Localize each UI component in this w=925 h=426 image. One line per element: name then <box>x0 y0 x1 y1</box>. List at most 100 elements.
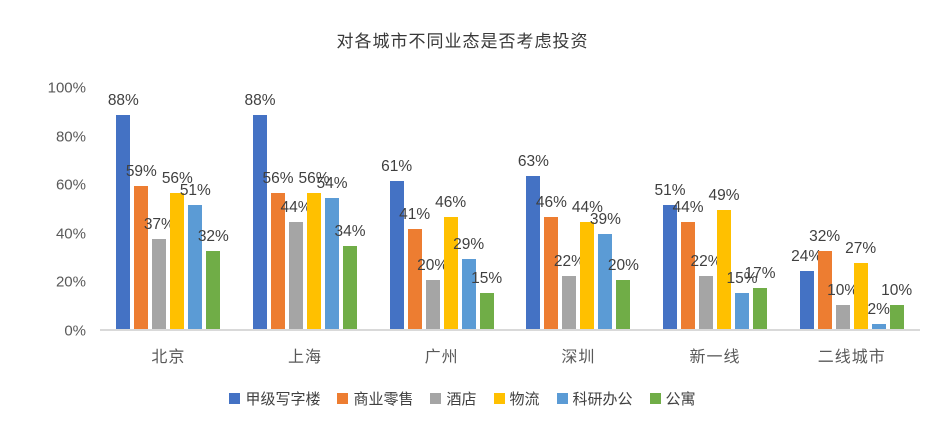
bar: 54% <box>316 175 348 329</box>
bar-group: 63% 46% 22% 44% 39% 20% <box>510 88 647 329</box>
bar: 20% <box>608 257 639 329</box>
bar-value-label: 46% <box>435 194 467 212</box>
bar: 56% <box>162 170 193 329</box>
bar: 37% <box>144 216 175 329</box>
bar-value-label: 17% <box>744 264 776 282</box>
bar: 2% <box>867 301 890 329</box>
legend-label: 物流 <box>509 391 540 408</box>
bar-value-label: 37% <box>143 216 175 234</box>
bar: 61% <box>381 158 412 329</box>
y-tick-label: 40% <box>55 225 86 243</box>
x-axis-label: 深圳 <box>561 349 596 366</box>
y-tick-label: 0% <box>64 322 86 340</box>
legend-label: 科研办公 <box>572 391 633 408</box>
bar-value-label: 24% <box>791 247 823 265</box>
bar-value-label: 88% <box>244 92 276 110</box>
bar: 32% <box>198 228 229 329</box>
bar: 51% <box>180 182 211 329</box>
bar: 10% <box>827 282 858 329</box>
bar: 32% <box>809 228 840 329</box>
bar-value-label: 34% <box>334 223 366 241</box>
bar-value-label: 2% <box>867 301 890 319</box>
legend-item: 公寓 <box>649 388 696 409</box>
bar: 41% <box>399 206 430 329</box>
bar: 27% <box>845 240 876 329</box>
bar: 20% <box>417 257 448 329</box>
legend-item: 商业零售 <box>337 388 413 409</box>
bar: 29% <box>453 236 484 329</box>
x-axis-label: 上海 <box>288 349 323 366</box>
legend-item: 物流 <box>493 388 540 409</box>
bar: 15% <box>471 270 502 329</box>
bar-value-label: 32% <box>809 228 841 246</box>
chart-title: 对各城市不同业态是否考虑投资 <box>336 32 589 51</box>
bar-value-label: 39% <box>589 211 621 229</box>
bar-value-label: 44% <box>280 199 312 217</box>
legend-item: 酒店 <box>430 388 477 409</box>
legend-swatch <box>337 393 349 404</box>
legend-item: 科研办公 <box>556 388 633 409</box>
bar-value-label: 27% <box>845 240 877 258</box>
bar-value-label: 22% <box>690 252 722 270</box>
bar: 15% <box>727 270 758 329</box>
bar-value-label: 44% <box>672 199 704 217</box>
plot-area: 88% 59% 37% 56% 51% 32% 88% 56% 44% 56% 54% 34% 61% 4… <box>100 88 920 331</box>
bar-value-label: 15% <box>471 269 503 287</box>
legend-label: 商业零售 <box>353 391 414 408</box>
bar: 10% <box>881 282 912 329</box>
bar-value-label: 10% <box>827 281 859 299</box>
bar: 49% <box>709 187 740 329</box>
bar-value-label: 88% <box>107 92 139 110</box>
bar: 51% <box>655 182 686 329</box>
legend-label: 甲级写字楼 <box>245 391 321 408</box>
bar-group: 51% 44% 22% 49% 15% 17% <box>647 88 784 329</box>
y-axis: 100% 80% 60% 40% 20% 0% <box>0 80 86 340</box>
bar: 22% <box>691 253 722 329</box>
legend-label: 酒店 <box>446 391 477 408</box>
x-axis-label: 广州 <box>424 349 459 366</box>
bar-group: 61% 41% 20% 46% 29% 15% <box>373 88 510 329</box>
bar: 44% <box>280 199 312 329</box>
bar-value-label: 15% <box>726 269 758 287</box>
bar-value-label: 63% <box>517 152 549 170</box>
y-tick-label: 60% <box>55 176 86 194</box>
bar: 24% <box>791 248 822 329</box>
bar-value-label: 44% <box>571 199 603 217</box>
bar-value-label: 10% <box>881 281 913 299</box>
bar-value-label: 32% <box>197 228 229 246</box>
bar: 88% <box>244 92 276 329</box>
legend-item: 甲级写字楼 <box>229 388 320 409</box>
legend-swatch <box>430 393 442 404</box>
bar-value-label: 41% <box>399 206 431 224</box>
legend-swatch <box>493 393 505 404</box>
x-axis-label: 二线城市 <box>817 349 886 366</box>
legend-label: 公寓 <box>665 391 696 408</box>
y-tick-label: 20% <box>55 273 86 291</box>
bar-group: 24% 32% 10% 27% 2% 10% <box>783 88 920 329</box>
bar-value-label: 56% <box>262 169 294 187</box>
bar: 39% <box>590 211 621 329</box>
bar: 56% <box>262 170 294 329</box>
bar: 46% <box>536 194 567 329</box>
bar-value-label: 49% <box>708 186 740 204</box>
bar-value-label: 20% <box>417 257 449 275</box>
bar-group: 88% 56% 44% 56% 54% 34% <box>237 88 374 329</box>
legend: 甲级写字楼 商业零售 酒店 物流 科研办公 公寓 <box>0 388 925 409</box>
bar: 22% <box>554 253 585 329</box>
legend-swatch <box>649 393 661 404</box>
bar: 56% <box>298 170 330 329</box>
bar-value-label: 46% <box>535 194 567 212</box>
bar: 63% <box>518 153 549 329</box>
bar: 44% <box>673 199 704 329</box>
bar-value-label: 51% <box>179 182 211 200</box>
bar-value-label: 54% <box>316 174 348 192</box>
bar: 88% <box>108 92 139 329</box>
bar: 46% <box>435 194 466 329</box>
bar-value-label: 59% <box>125 162 157 180</box>
bar: 59% <box>126 163 157 329</box>
bar-value-label: 22% <box>553 252 585 270</box>
bar: 44% <box>572 199 603 329</box>
bar-value-label: 20% <box>607 257 639 275</box>
legend-swatch <box>229 393 241 404</box>
